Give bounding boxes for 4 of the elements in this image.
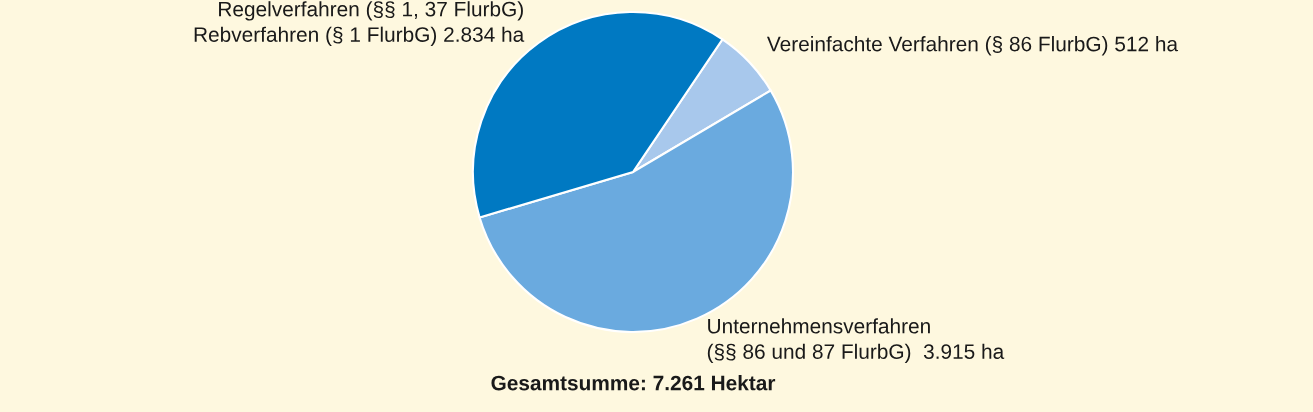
slice-label: Unternehmensverfahren (§§ 86 und 87 FlurbG) 3.915 ha bbox=[707, 318, 1005, 364]
slice-label: Regelverfahren (§§ 1, 37 FlurbG) Rebverfahren (§ 1 FlurbG) 2.834 ha bbox=[194, 1, 525, 47]
text: Gesamtsumme: 7.261 Hektar bbox=[491, 375, 776, 391]
slice-label: Vereinfachte Verfahren (§ 86 FlurbG) 512 ha bbox=[766, 36, 1179, 56]
